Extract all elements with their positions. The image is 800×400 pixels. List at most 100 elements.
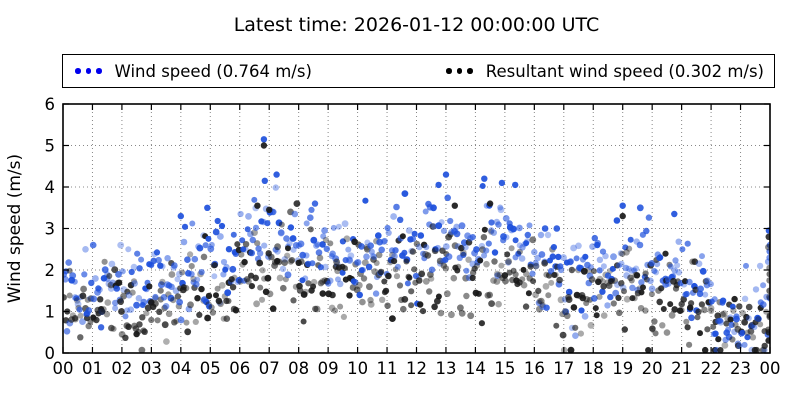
- y-tick-label: 3: [45, 220, 56, 239]
- point-wind: [164, 255, 171, 262]
- point-resultant: [254, 202, 261, 209]
- point-resultant: [262, 288, 270, 296]
- point-resultant: [431, 303, 438, 311]
- point-resultant: [536, 305, 543, 313]
- point-resultant: [403, 258, 410, 265]
- point-wind: [766, 254, 770, 261]
- point-wind: [189, 220, 196, 227]
- point-resultant: [77, 334, 84, 341]
- point-resultant: [115, 279, 123, 286]
- point-resultant: [458, 309, 466, 317]
- point-resultant: [138, 346, 146, 353]
- point-wind: [529, 270, 536, 277]
- point-wind: [191, 255, 199, 263]
- point-resultant: [656, 298, 663, 306]
- point-wind: [160, 294, 168, 301]
- point-resultant: [637, 305, 645, 312]
- point-resultant: [319, 290, 327, 297]
- point-wind: [347, 252, 355, 259]
- point-resultant: [614, 262, 621, 269]
- point-wind: [531, 248, 538, 256]
- point-resultant: [125, 323, 132, 330]
- point-wind: [119, 268, 126, 275]
- point-resultant: [486, 291, 494, 299]
- point-resultant: [686, 341, 693, 348]
- point-resultant: [111, 266, 119, 274]
- point-resultant: [101, 258, 108, 265]
- resultant-legend-dots-icon: [446, 68, 473, 74]
- point-wind: [573, 255, 580, 262]
- point-resultant: [495, 300, 502, 308]
- point-wind: [247, 230, 254, 238]
- point-resultant: [205, 292, 213, 300]
- point-wind: [319, 241, 326, 248]
- point-wind: [176, 298, 184, 306]
- point-resultant: [98, 308, 106, 315]
- point-resultant: [180, 284, 187, 291]
- point-resultant: [278, 221, 285, 228]
- wind-legend-dots-icon: [75, 68, 102, 74]
- point-resultant: [100, 306, 107, 313]
- point-resultant: [683, 318, 690, 325]
- point-resultant: [375, 251, 383, 259]
- point-wind: [310, 236, 318, 244]
- point-wind: [321, 227, 328, 234]
- point-resultant: [645, 347, 652, 353]
- point-wind: [463, 267, 470, 274]
- point-resultant: [486, 200, 494, 207]
- point-wind: [224, 289, 232, 297]
- point-resultant: [455, 263, 462, 270]
- point-wind: [741, 341, 748, 348]
- point-resultant: [532, 262, 540, 270]
- point-wind: [218, 222, 226, 230]
- point-resultant: [481, 226, 488, 233]
- point-wind: [272, 184, 279, 191]
- point-wind: [745, 315, 752, 322]
- point-wind: [155, 256, 162, 264]
- point-wind: [279, 265, 287, 273]
- point-resultant: [478, 320, 485, 327]
- point-resultant: [480, 234, 488, 241]
- point-wind: [346, 257, 354, 264]
- point-wind: [444, 194, 452, 202]
- point-resultant: [333, 258, 340, 266]
- point-resultant: [755, 316, 762, 323]
- point-wind: [636, 204, 644, 212]
- point-wind: [362, 197, 369, 204]
- point-resultant: [621, 326, 628, 333]
- point-wind: [211, 273, 218, 280]
- point-resultant: [190, 275, 197, 283]
- point-resultant: [523, 270, 530, 278]
- point-resultant: [623, 295, 631, 303]
- point-wind: [171, 262, 178, 269]
- point-resultant: [568, 266, 576, 274]
- point-wind: [438, 219, 445, 226]
- point-resultant: [73, 297, 81, 304]
- point-resultant: [538, 297, 545, 305]
- point-wind: [516, 224, 523, 232]
- point-resultant: [766, 312, 770, 319]
- chart-title: Latest time: 2026-01-12 00:00:00 UTC: [233, 14, 600, 36]
- point-resultant: [382, 287, 390, 295]
- point-wind: [206, 303, 213, 310]
- point-resultant: [171, 319, 178, 326]
- point-wind: [202, 242, 209, 249]
- point-wind: [405, 227, 413, 234]
- point-resultant: [146, 283, 153, 290]
- point-wind: [596, 267, 603, 274]
- point-wind: [335, 223, 342, 230]
- point-wind: [523, 240, 530, 247]
- point-resultant: [741, 319, 748, 326]
- point-resultant: [409, 248, 417, 255]
- x-tick-label: 20: [642, 359, 663, 378]
- point-resultant: [553, 322, 560, 329]
- point-resultant: [144, 304, 152, 312]
- point-wind: [203, 298, 210, 306]
- point-resultant: [442, 265, 450, 272]
- point-wind: [261, 177, 268, 184]
- point-wind: [131, 280, 138, 287]
- point-resultant: [428, 275, 435, 282]
- point-resultant: [692, 286, 699, 293]
- point-resultant: [721, 310, 728, 317]
